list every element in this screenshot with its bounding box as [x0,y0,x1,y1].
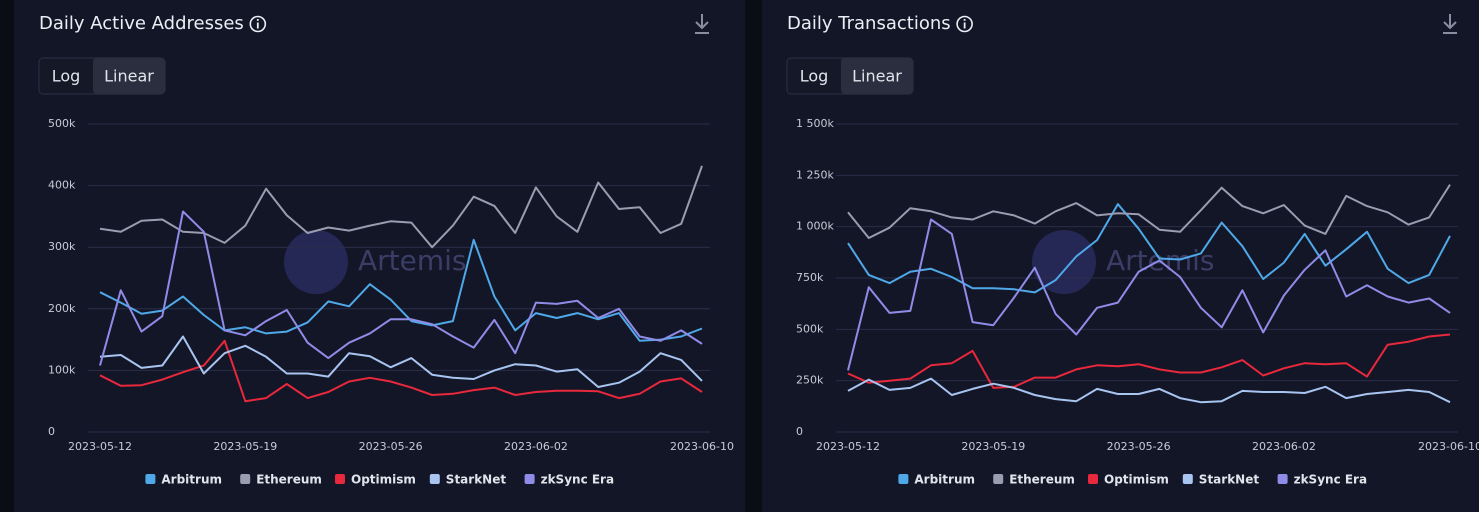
y-tick-label: 400k [48,179,76,192]
y-tick-label: 1 250k [796,168,834,181]
info-icon-bar [256,22,259,29]
scale-button-label[interactable]: Linear [104,67,154,86]
y-tick-label: 500k [48,117,76,130]
legend-label[interactable]: zkSync Era [541,473,614,487]
legend-swatch[interactable] [145,474,156,484]
legend-label[interactable]: Optimism [351,473,416,487]
legend-label[interactable]: Arbitrum [161,473,222,487]
legend-swatch[interactable] [1088,474,1098,484]
legend-label[interactable]: Ethereum [256,473,322,487]
y-tick-label: 0 [48,425,55,438]
x-tick-label: 2023-05-12 [816,440,880,453]
series-line [99,165,703,249]
y-tick-label: 200k [48,302,76,315]
x-tick-label: 2023-06-10 [670,440,734,453]
legend-swatch[interactable] [993,474,1004,484]
y-tick-label: 500k [796,322,824,335]
series-line [847,203,1451,294]
series-line [99,335,703,388]
y-tick-label: 1 000k [796,220,834,233]
legend-swatch[interactable] [1182,474,1193,484]
legend-label[interactable]: Ethereum [1009,473,1075,487]
legend-label[interactable]: zkSync Era [1294,473,1367,487]
x-tick-label: 2023-05-19 [961,440,1025,453]
legend-swatch[interactable] [335,474,345,484]
x-tick-label: 2023-05-26 [1107,440,1171,453]
legend-label[interactable]: StarkNet [446,473,507,487]
info-icon-bar [963,22,966,29]
download-icon[interactable] [1443,14,1457,34]
series-line [847,184,1451,239]
legend-swatch[interactable] [1277,474,1288,484]
scale-button[interactable] [841,58,913,94]
chart-panel: Daily Active Addresses Log Linear Artemis 0 1… [38,13,734,487]
download-icon[interactable] [695,14,709,34]
y-tick-label: 1 500k [796,117,834,130]
info-icon[interactable] [249,15,267,33]
y-tick-label: 250k [796,374,824,387]
x-tick-label: 2023-06-10 [1418,440,1479,453]
legend-label[interactable]: StarkNet [1199,473,1260,487]
info-icon-dot [256,19,259,21]
watermark: Artemis [358,244,467,277]
series-line [99,238,703,342]
chart-title: Daily Active Addresses [39,13,244,34]
x-tick-label: 2023-05-12 [68,440,132,453]
info-icon[interactable] [956,15,973,33]
scale-button[interactable] [93,58,165,94]
info-icon-dot [963,19,966,21]
y-tick-label: 750k [796,271,824,284]
y-tick-label: 100k [48,363,76,376]
x-tick-label: 2023-05-26 [359,440,423,453]
legend-swatch[interactable] [898,474,909,484]
legend-label[interactable]: Arbitrum [914,473,975,487]
y-tick-label: 0 [796,425,803,438]
x-tick-label: 2023-05-19 [213,440,277,453]
scale-button-label[interactable]: Log [52,67,81,86]
legend-swatch[interactable] [429,474,440,484]
scale-button-label[interactable]: Linear [852,67,902,86]
series-line [847,218,1451,371]
series-line [99,210,703,366]
y-tick-label: 300k [48,240,76,253]
series-line [847,377,1451,404]
scale-button-label[interactable]: Log [800,67,829,86]
legend-swatch[interactable] [240,474,251,484]
chart-title: Daily Transactions [787,13,951,34]
series-line [847,333,1451,389]
legend-label[interactable]: Optimism [1104,473,1169,487]
watermark-logo [284,230,348,294]
x-tick-label: 2023-06-02 [504,440,568,453]
x-tick-label: 2023-06-02 [1252,440,1316,453]
legend-swatch[interactable] [524,474,535,484]
